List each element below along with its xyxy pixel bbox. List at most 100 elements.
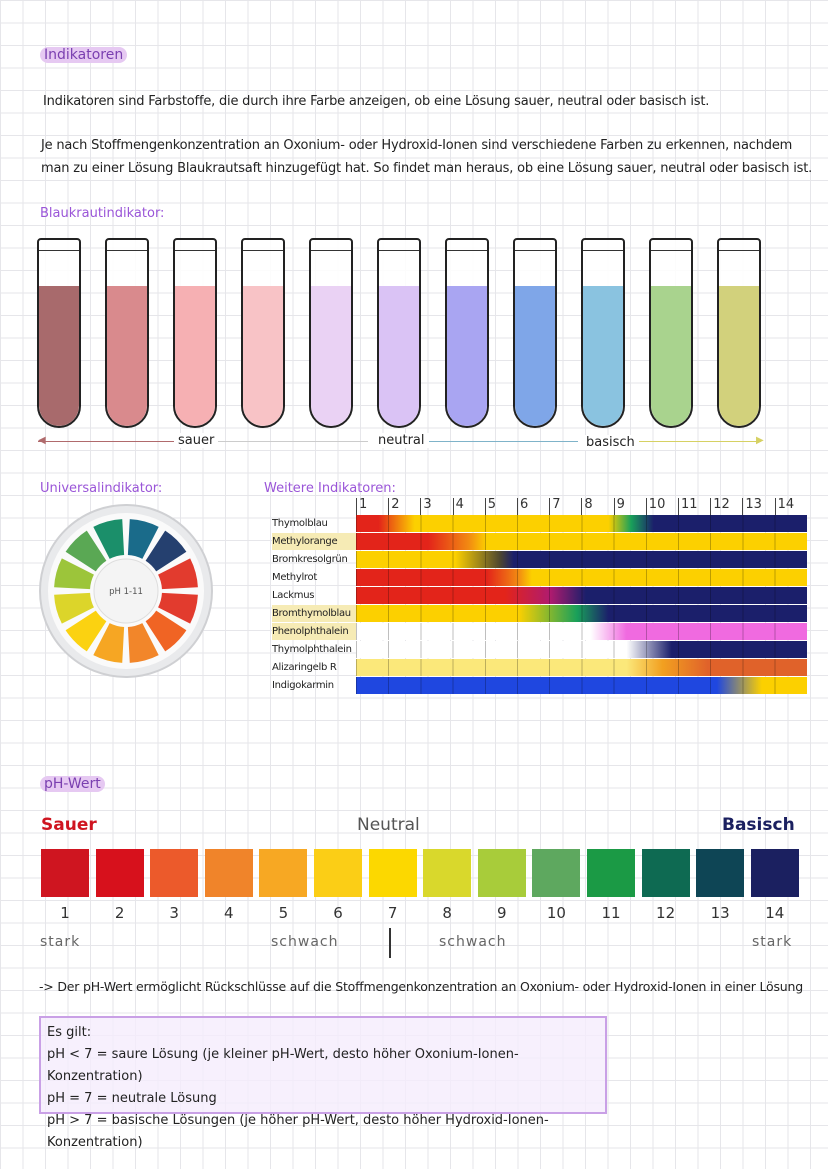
ph-header-tick	[356, 498, 357, 516]
indicator-color-bar	[356, 641, 807, 658]
ph-number: 5	[278, 904, 289, 922]
indicator-name: Bromkresolgrün	[272, 554, 348, 565]
tube-rim	[447, 250, 487, 251]
label-schwach-right: schwach	[439, 934, 507, 950]
test-tube	[649, 238, 693, 428]
indicator-name: Bromthymolblau	[272, 605, 356, 622]
ph-header-tick	[517, 498, 518, 516]
test-tube	[105, 238, 149, 428]
tube-rim	[379, 250, 419, 251]
rule-neutral: pH = 7 = neutrale Lösung	[47, 1091, 217, 1106]
ph-number: 9	[497, 904, 507, 922]
ph-header-cell: 6	[520, 497, 529, 512]
indicator-color-bar	[356, 659, 807, 676]
ph-color-box	[314, 849, 362, 897]
ph-color-box	[259, 849, 308, 897]
universal-indicator-dial: pH 1-11	[39, 504, 213, 678]
ph-number: 8	[442, 904, 452, 922]
test-tube	[717, 238, 761, 428]
scale-label-basisch: basisch	[582, 435, 639, 450]
dial-segment	[54, 592, 94, 624]
tube-rim	[243, 250, 283, 251]
tube-rim	[583, 250, 623, 251]
ph-header-cell: 3	[423, 497, 432, 512]
tube-rim	[107, 250, 147, 251]
tube-liquid	[447, 286, 487, 426]
tube-rim	[175, 250, 215, 251]
ph-number: 2	[114, 904, 125, 922]
ph-color-box	[423, 849, 472, 897]
tube-rim	[719, 250, 759, 251]
indicator-color-bar	[356, 677, 807, 694]
tube-liquid	[175, 286, 215, 426]
label-stark-left: stark	[40, 934, 81, 950]
dial-segment	[127, 519, 159, 559]
label-sauer: Sauer	[41, 815, 97, 835]
ph-header-cell: 1	[359, 497, 368, 512]
ph-header-tick	[420, 498, 422, 516]
section-title-indikatoren: Indikatoren	[40, 47, 128, 63]
label-stark-right: stark	[752, 934, 793, 950]
ph-color-box	[150, 849, 199, 897]
tube-rim	[651, 250, 691, 251]
dial-segment	[54, 558, 94, 590]
indicator-color-bar	[356, 533, 807, 550]
indicator-name: Thymolblau	[272, 518, 328, 529]
ph-header-tick	[742, 498, 744, 516]
test-tube	[37, 238, 81, 428]
ph-header-cell: 8	[584, 497, 593, 512]
dial-segment	[127, 623, 159, 663]
test-tube	[377, 238, 421, 428]
dial-segment	[65, 610, 107, 652]
tube-liquid	[311, 286, 351, 426]
ph-color-box	[95, 849, 144, 897]
acidity-scale: ◀ ▶	[38, 435, 764, 446]
ph-color-box	[204, 849, 253, 897]
paragraph-detail-line1: Je nach Stoffmengenkonzentration an Oxon…	[41, 138, 793, 153]
ph-number: 13	[710, 904, 730, 922]
weitere-title: Weitere Indikatoren:	[264, 481, 396, 496]
ph-header-cell: 2	[391, 497, 400, 512]
ph-header-tick	[710, 498, 712, 516]
scale-label-neutral: neutral	[374, 433, 429, 448]
tube-liquid	[651, 286, 691, 426]
tube-liquid	[243, 286, 283, 426]
ph-color-box	[641, 849, 690, 897]
ph-header-tick	[549, 498, 551, 516]
ph-number: 6	[333, 904, 343, 922]
ph-color-box	[696, 849, 745, 897]
test-tube	[173, 238, 217, 428]
test-tube	[581, 238, 625, 428]
paragraph-detail-line2: man zu einer Lösung Blaukrautsaft hinzug…	[41, 161, 813, 176]
tube-liquid	[583, 286, 623, 426]
ph-header-tick	[645, 498, 647, 516]
dial-segment	[158, 558, 198, 590]
ph-header-cell: 13	[745, 497, 762, 512]
ph-color-box	[587, 849, 635, 897]
dial-segment	[65, 530, 107, 572]
ph-header-tick	[581, 498, 583, 516]
label-neutral: Neutral	[357, 815, 420, 835]
tube-rim	[515, 250, 555, 251]
ph-number: 11	[601, 904, 621, 922]
indicator-name: Thymolphthalein	[272, 644, 352, 655]
ph-color-box	[477, 849, 526, 897]
ph-color-box	[41, 849, 89, 897]
ph-header-cell: 11	[681, 497, 698, 512]
blaukraut-title: Blaukrautindikator:	[40, 206, 165, 221]
ph-header-cell: 7	[552, 497, 561, 512]
dial-segment	[145, 610, 187, 652]
ph-header-cell: 10	[648, 497, 666, 512]
tube-liquid	[379, 286, 419, 426]
ph-header-tick	[388, 498, 390, 516]
phwert-note: -> Der pH-Wert ermöglicht Rückschlüsse a…	[39, 979, 803, 994]
indicator-color-bar	[356, 551, 807, 568]
tube-liquid	[719, 286, 759, 426]
indicator-color-bar	[356, 515, 807, 532]
ph-number: 4	[224, 904, 234, 922]
tube-liquid	[107, 286, 147, 426]
indicator-color-bar	[356, 569, 807, 586]
indicator-color-bar	[356, 605, 807, 622]
ph-header-cell: 9	[616, 497, 625, 512]
test-tube	[309, 238, 353, 428]
